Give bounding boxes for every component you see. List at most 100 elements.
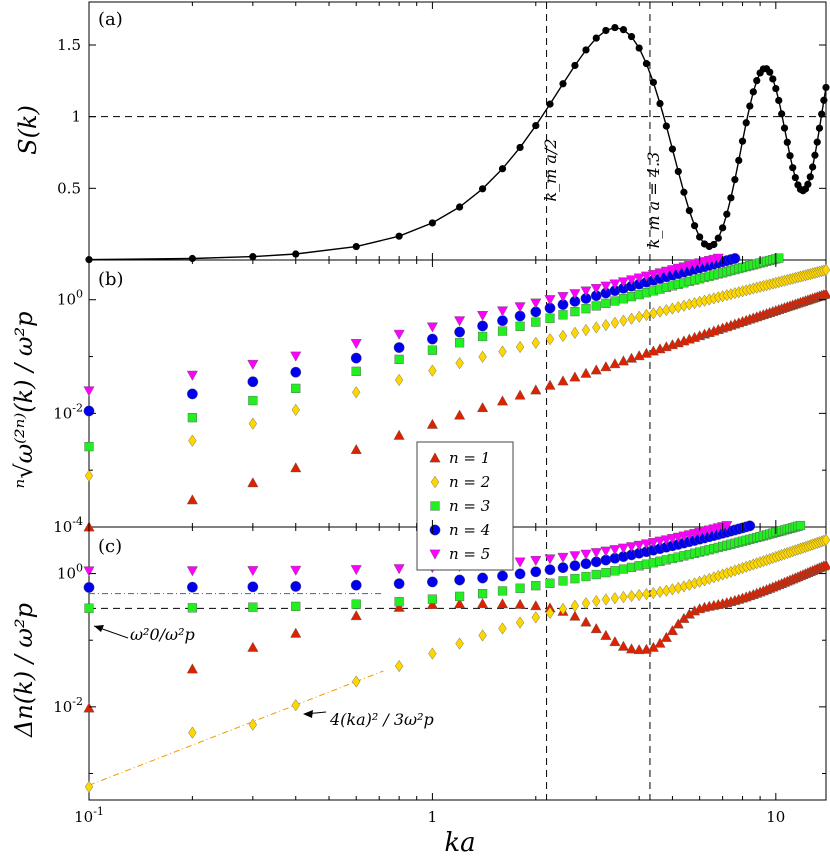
data-point (649, 586, 658, 600)
data-point (351, 366, 361, 376)
data-point (248, 417, 257, 430)
data-point (570, 307, 580, 317)
data-point (478, 350, 487, 363)
data-point (498, 622, 507, 635)
legend-marker (430, 501, 440, 511)
data-point (642, 308, 651, 322)
data-point (427, 576, 438, 588)
data-point (84, 780, 94, 793)
vline-label-half: k_m a/2 (541, 138, 560, 201)
data-point (83, 405, 95, 417)
data-point (569, 551, 581, 562)
data-point (530, 298, 542, 309)
y-tick-label: 1 (71, 108, 81, 126)
data-point (569, 610, 581, 621)
data-point (804, 180, 812, 188)
data-point (600, 281, 612, 292)
y-tick-label: 100 (57, 288, 83, 309)
data-point (186, 494, 198, 505)
data-point (642, 588, 651, 601)
data-point (617, 355, 629, 366)
data-point (655, 305, 665, 318)
data-point (619, 590, 628, 604)
data-point (454, 326, 466, 338)
legend-label: n = 5 (449, 545, 490, 563)
panel-a-label: (a) (98, 9, 123, 30)
data-point (815, 124, 824, 132)
vline-label-peak: k_m a = 4.3 (644, 152, 663, 249)
data-point (454, 574, 466, 586)
data-point (662, 122, 670, 130)
data-point (738, 137, 747, 145)
data-point (783, 138, 791, 146)
data-point (497, 315, 508, 327)
data-point (454, 409, 466, 420)
data-point (290, 366, 302, 378)
data-point (672, 618, 684, 629)
y-tick-label: 10-4 (53, 515, 83, 536)
data-point (727, 194, 735, 202)
data-point (581, 304, 591, 314)
data-point (545, 578, 555, 588)
panel-c-ylabel: Δn(k) / ω²p (10, 603, 38, 738)
data-point (619, 26, 628, 34)
data-point (627, 312, 636, 325)
axis-ticks: 10-1 1 10 0.5 1 1.5 10-4 10-2 100 10-2 100 (53, 2, 826, 826)
data-point (514, 310, 526, 322)
data-point (426, 418, 438, 429)
panel-b-label: (b) (98, 269, 124, 290)
data-point (544, 379, 556, 390)
data-point (786, 152, 794, 160)
data-point (428, 364, 437, 377)
data-point (791, 173, 799, 182)
data-point (558, 310, 568, 320)
x-tick-label: 1 (428, 808, 438, 826)
y-tick-label: 10-2 (53, 695, 83, 716)
data-point (427, 345, 438, 355)
data-point (393, 342, 405, 353)
legend-marker (430, 475, 440, 489)
data-point (188, 434, 197, 447)
series-c-n3 (84, 520, 806, 613)
data-point (806, 173, 814, 181)
y-tick-label: 0.5 (57, 179, 81, 197)
data-point (477, 402, 489, 413)
data-point (591, 301, 601, 311)
data-point (247, 641, 259, 652)
data-point (514, 302, 526, 313)
data-point (477, 589, 488, 599)
data-point (590, 556, 602, 568)
data-point (618, 294, 629, 304)
data-point (581, 597, 591, 610)
data-point (690, 222, 699, 230)
data-point (617, 543, 629, 554)
data-point (497, 586, 508, 596)
data-point (559, 80, 567, 88)
data-point (749, 88, 757, 96)
data-point (515, 340, 525, 354)
data-point (590, 364, 602, 375)
data-point (530, 600, 542, 611)
data-point (654, 536, 666, 547)
data-point (83, 566, 95, 577)
series-c-n2 (84, 533, 830, 793)
data-point (84, 441, 94, 452)
data-point (350, 339, 362, 350)
data-point (292, 250, 300, 258)
data-point (633, 273, 645, 284)
data-point (350, 352, 362, 364)
data-point (427, 594, 438, 604)
panel-c-label: (c) (98, 536, 122, 557)
data-point (290, 565, 302, 576)
data-point (627, 589, 636, 603)
data-point (668, 145, 677, 153)
data-point (610, 316, 620, 329)
data-point (647, 270, 659, 280)
data-point (696, 233, 704, 241)
data-point (569, 371, 581, 382)
data-point (514, 598, 526, 609)
data-point (557, 552, 569, 563)
data-point (350, 444, 362, 454)
data-point (680, 188, 688, 196)
